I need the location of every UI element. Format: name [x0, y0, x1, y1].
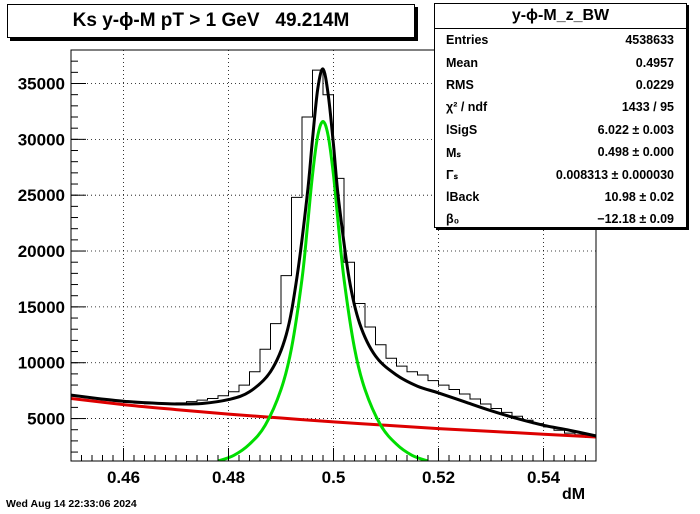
x-tick-label: 0.48: [212, 468, 245, 487]
plot-title: Ks y-ϕ-M pT > 1 GeV 49.214M: [72, 10, 350, 31]
stats-label: β₀: [446, 212, 460, 227]
stats-value: 4538633: [625, 33, 674, 48]
stats-row-chi2: χ² / ndf 1433 / 95: [435, 96, 686, 118]
stats-box: y-ϕ-M_z_BW Entries 4538633 Mean 0.4957 R…: [434, 3, 687, 228]
y-tick-label: 35000: [18, 75, 65, 94]
stats-label: lBack: [446, 189, 480, 204]
stats-label: Mean: [446, 55, 478, 70]
background-fit-curve: [71, 397, 596, 439]
stats-value: 1433 / 95: [621, 100, 674, 115]
stats-label: lSigS: [446, 122, 478, 137]
title-box: Ks y-ϕ-M pT > 1 GeV 49.214M: [7, 4, 415, 38]
total-fit-curve: [71, 67, 596, 438]
stats-row-mean: Mean 0.4957: [435, 51, 686, 73]
stats-value: 0.498 ± 0.000: [597, 145, 674, 160]
x-tick-label: 0.46: [107, 468, 140, 487]
stats-label: χ² / ndf: [446, 100, 488, 115]
stats-row-lback: lBack 10.98 ± 0.02: [435, 186, 686, 208]
stats-label: Γₛ: [446, 168, 459, 183]
x-axis-title: dM: [562, 486, 586, 503]
stats-value: −12.18 ± 0.09: [597, 212, 674, 227]
x-tick-label: 0.5: [322, 468, 346, 487]
stats-row-ms: Mₛ 0.498 ± 0.000: [435, 141, 686, 163]
stats-label: Entries: [446, 33, 489, 48]
y-tick-label: 15000: [18, 298, 65, 317]
signal-fit-curve: [217, 120, 429, 461]
stats-label: Mₛ: [446, 145, 462, 160]
x-tick-label: 0.52: [422, 468, 455, 487]
stats-value: 0.0229: [635, 77, 674, 92]
x-tick-label: 0.54: [527, 468, 561, 487]
stats-value: 6.022 ± 0.003: [597, 122, 674, 137]
y-tick-label: 20000: [18, 242, 65, 261]
y-tick-label: 25000: [18, 186, 65, 205]
y-tick-label: 10000: [18, 354, 65, 373]
stats-row-beta0: β₀ −12.18 ± 0.09: [435, 208, 686, 230]
y-tick-label: 5000: [27, 410, 65, 429]
stats-row-gamma: Γₛ 0.008313 ± 0.000030: [435, 163, 686, 185]
stats-value: 0.4957: [635, 55, 674, 70]
stats-row-entries: Entries 4538633: [435, 29, 686, 51]
y-tick-label: 30000: [18, 130, 65, 149]
stats-label: RMS: [446, 77, 474, 92]
stats-title: y-ϕ-M_z_BW: [435, 4, 686, 29]
stats-row-lsigs: lSigS 6.022 ± 0.003: [435, 119, 686, 141]
stats-row-rms: RMS 0.0229: [435, 74, 686, 96]
timestamp: Wed Aug 14 22:33:06 2024: [6, 498, 137, 510]
stats-value: 10.98 ± 0.02: [604, 189, 674, 204]
plot-series: [71, 67, 596, 461]
axes: 0.46 0.48 0.5 0.52 0.54 5000 10000 15000 20000 25…: [18, 60, 597, 487]
stats-value: 0.008313 ± 0.000030: [555, 167, 674, 182]
